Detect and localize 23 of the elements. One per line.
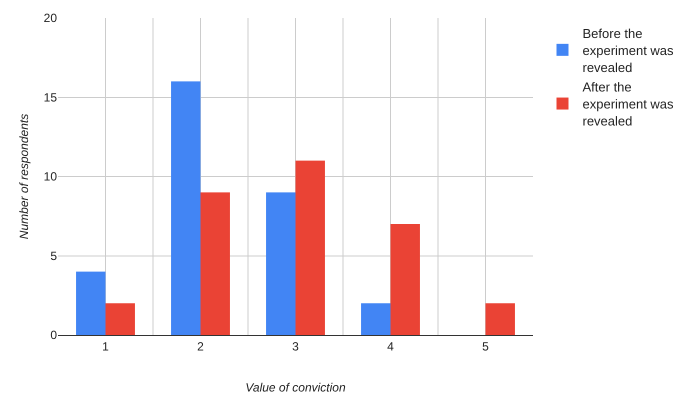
- bar: [486, 303, 515, 335]
- y-tick-label: 20: [44, 11, 58, 26]
- x-tick-label: 1: [102, 339, 110, 354]
- x-tick-label: 5: [482, 339, 490, 354]
- y-axis-title: Number of respondents: [16, 114, 31, 240]
- bar: [76, 272, 106, 335]
- x-tick-label: 2: [197, 339, 204, 354]
- legend-label: After the experiment was revealed: [582, 80, 674, 129]
- bar: [296, 160, 325, 335]
- y-tick-label: 10: [44, 170, 58, 184]
- x-axis-title: Value of conviction: [245, 380, 346, 394]
- bar: [361, 303, 390, 335]
- y-tick-label: 15: [44, 90, 58, 104]
- legend-label: Before the experiment was revealed: [582, 26, 674, 75]
- y-tick-label: 0: [50, 328, 58, 342]
- bar: [200, 192, 230, 335]
- bar: [171, 81, 200, 335]
- bar: [106, 303, 135, 335]
- y-tick-label: 5: [50, 248, 58, 263]
- bar: [266, 192, 296, 335]
- bar: [390, 224, 420, 335]
- x-tick-label: 3: [292, 339, 300, 354]
- x-tick-label: 4: [387, 339, 394, 354]
